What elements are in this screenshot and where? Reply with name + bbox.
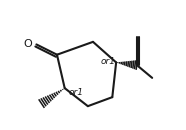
Text: or1: or1 <box>69 87 84 96</box>
Text: O: O <box>24 39 33 49</box>
Text: or1: or1 <box>101 57 116 66</box>
